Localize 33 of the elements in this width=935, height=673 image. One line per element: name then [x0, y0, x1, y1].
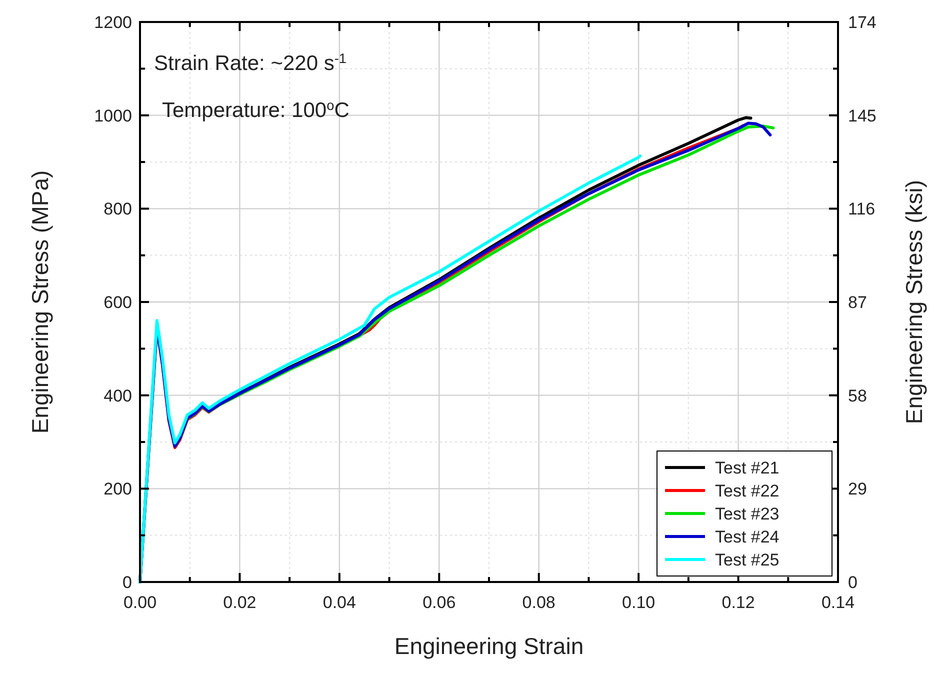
- annotation: Temperature: 100$^{o}$C: [162, 98, 350, 122]
- y-tick-label: 1200: [94, 13, 132, 32]
- y2-tick-label: 87: [848, 293, 867, 312]
- x-tick-label: 0.00: [123, 593, 157, 612]
- annotation: Strain Rate: ~220 s$^{-1}$: [154, 50, 346, 75]
- line-series: [138, 154, 642, 584]
- x-tick-label: 0.10: [622, 593, 656, 612]
- x-tick-label: 0.08: [522, 593, 556, 612]
- y2-axis-title: Engineering Stress (ksi): [901, 180, 927, 424]
- legend-label: Test #21: [715, 458, 780, 478]
- y2-tick-label: 29: [848, 480, 867, 499]
- x-axis-title: Engineering Strain: [394, 633, 584, 659]
- x-tick-label: 0.06: [422, 593, 456, 612]
- y-tick-label: 600: [104, 293, 132, 312]
- x-tick-label: 0.12: [722, 593, 755, 612]
- x-tick-label: 0.14: [821, 593, 855, 612]
- y-tick-label: 400: [104, 386, 132, 406]
- y-tick-label: 800: [104, 200, 132, 219]
- y2-tick-label: 116: [848, 200, 876, 219]
- y-tick-label: 0: [122, 573, 132, 592]
- y2-tick-label: 0: [848, 573, 858, 592]
- x-tick-label: 0.04: [322, 593, 356, 612]
- y-tick-label: 200: [104, 480, 132, 499]
- legend-label: Test #24: [715, 528, 780, 546]
- y2-tick-label: 58: [848, 386, 867, 406]
- y2-tick-label: 145: [848, 106, 876, 126]
- legend-label: Test #25: [715, 550, 780, 570]
- x-tick-label: 0.02: [223, 593, 256, 612]
- y2-tick-label: 174: [848, 13, 876, 32]
- y-tick-label: 1000: [94, 106, 132, 126]
- legend-label: Test #23: [715, 504, 780, 524]
- legend-label: Test #22: [715, 482, 780, 500]
- y-axis-title: Engineering Stress (MPa): [27, 170, 53, 434]
